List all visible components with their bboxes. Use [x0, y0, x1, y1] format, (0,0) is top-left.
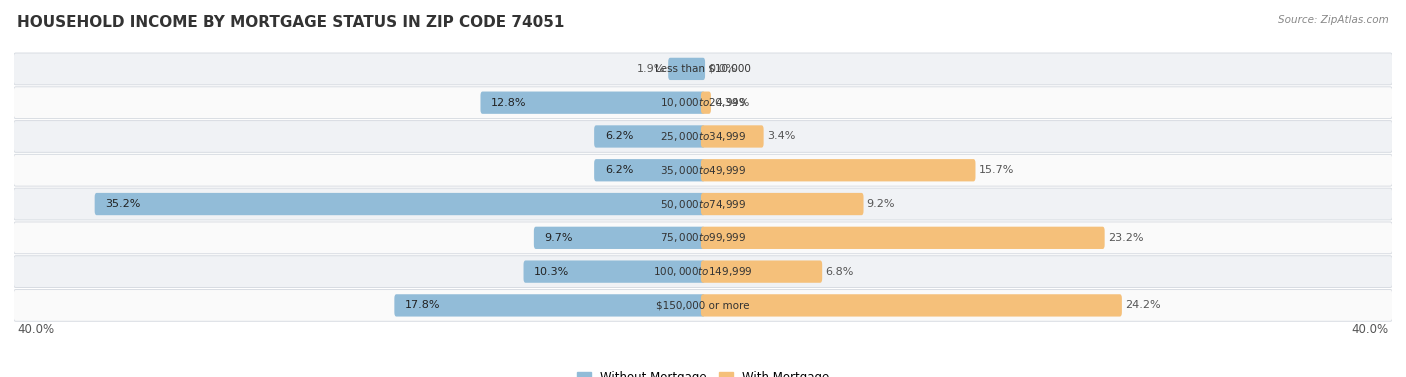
- Text: $75,000 to $99,999: $75,000 to $99,999: [659, 231, 747, 244]
- Text: 9.2%: 9.2%: [866, 199, 896, 209]
- Text: 40.0%: 40.0%: [1351, 323, 1389, 336]
- Text: 3.4%: 3.4%: [766, 132, 796, 141]
- Text: 40.0%: 40.0%: [17, 323, 55, 336]
- Text: 6.8%: 6.8%: [825, 267, 853, 277]
- Text: 17.8%: 17.8%: [405, 300, 440, 310]
- FancyBboxPatch shape: [702, 261, 823, 283]
- Text: $50,000 to $74,999: $50,000 to $74,999: [659, 198, 747, 210]
- FancyBboxPatch shape: [13, 53, 1393, 85]
- FancyBboxPatch shape: [94, 193, 704, 215]
- FancyBboxPatch shape: [13, 222, 1393, 254]
- Text: 6.2%: 6.2%: [605, 132, 633, 141]
- Text: Less than $10,000: Less than $10,000: [655, 64, 751, 74]
- FancyBboxPatch shape: [702, 193, 863, 215]
- Text: 23.2%: 23.2%: [1108, 233, 1143, 243]
- FancyBboxPatch shape: [702, 125, 763, 148]
- FancyBboxPatch shape: [702, 159, 976, 181]
- Text: $150,000 or more: $150,000 or more: [657, 300, 749, 310]
- FancyBboxPatch shape: [13, 121, 1393, 152]
- Legend: Without Mortgage, With Mortgage: Without Mortgage, With Mortgage: [572, 366, 834, 377]
- Text: HOUSEHOLD INCOME BY MORTGAGE STATUS IN ZIP CODE 74051: HOUSEHOLD INCOME BY MORTGAGE STATUS IN Z…: [17, 15, 564, 30]
- Text: 0.34%: 0.34%: [714, 98, 749, 108]
- Text: Source: ZipAtlas.com: Source: ZipAtlas.com: [1278, 15, 1389, 25]
- Text: 1.9%: 1.9%: [637, 64, 665, 74]
- Text: 10.3%: 10.3%: [534, 267, 569, 277]
- FancyBboxPatch shape: [595, 125, 704, 148]
- FancyBboxPatch shape: [702, 227, 1105, 249]
- Text: $25,000 to $34,999: $25,000 to $34,999: [659, 130, 747, 143]
- Text: 15.7%: 15.7%: [979, 165, 1014, 175]
- FancyBboxPatch shape: [702, 294, 1122, 317]
- FancyBboxPatch shape: [13, 256, 1393, 288]
- FancyBboxPatch shape: [394, 294, 704, 317]
- Text: $10,000 to $24,999: $10,000 to $24,999: [659, 96, 747, 109]
- Text: 35.2%: 35.2%: [105, 199, 141, 209]
- FancyBboxPatch shape: [481, 92, 704, 114]
- Text: $35,000 to $49,999: $35,000 to $49,999: [659, 164, 747, 177]
- FancyBboxPatch shape: [13, 87, 1393, 118]
- FancyBboxPatch shape: [534, 227, 704, 249]
- FancyBboxPatch shape: [595, 159, 704, 181]
- Text: 0.0%: 0.0%: [709, 64, 737, 74]
- Text: 24.2%: 24.2%: [1125, 300, 1160, 310]
- Text: 6.2%: 6.2%: [605, 165, 633, 175]
- Text: $100,000 to $149,999: $100,000 to $149,999: [654, 265, 752, 278]
- FancyBboxPatch shape: [668, 58, 704, 80]
- FancyBboxPatch shape: [523, 261, 704, 283]
- FancyBboxPatch shape: [702, 92, 711, 114]
- Text: 12.8%: 12.8%: [491, 98, 527, 108]
- FancyBboxPatch shape: [13, 290, 1393, 321]
- Text: 9.7%: 9.7%: [544, 233, 574, 243]
- FancyBboxPatch shape: [13, 188, 1393, 220]
- FancyBboxPatch shape: [13, 154, 1393, 186]
